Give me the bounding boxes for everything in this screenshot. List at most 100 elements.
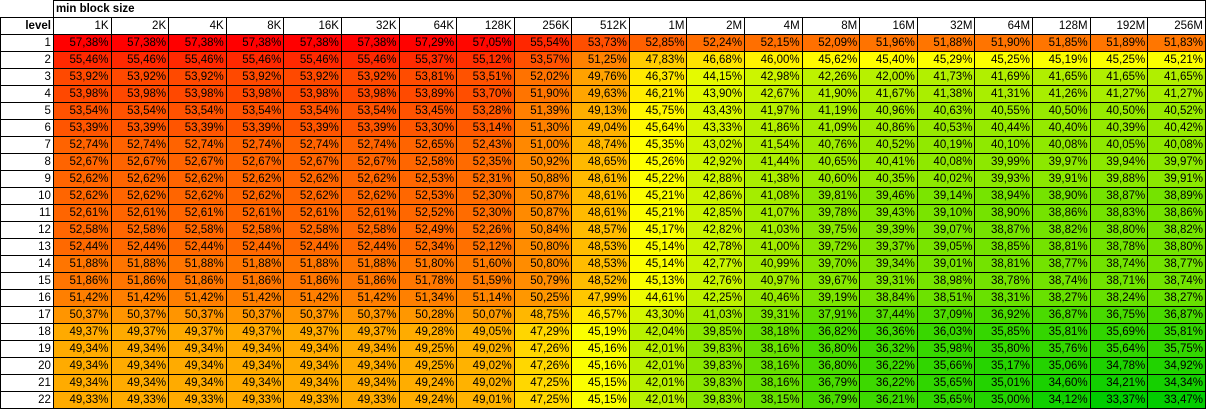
value-cell[interactable]: 42,82%	[686, 221, 746, 239]
value-cell[interactable]: 52,62%	[110, 187, 170, 205]
value-cell[interactable]: 52,67%	[283, 153, 342, 171]
value-cell[interactable]: 50,87%	[513, 204, 573, 222]
value-cell[interactable]: 45,35%	[628, 136, 688, 154]
value-cell[interactable]: 52,74%	[283, 136, 342, 154]
value-cell[interactable]: 52,61%	[225, 204, 285, 222]
value-cell[interactable]: 35,17%	[974, 357, 1034, 375]
value-cell[interactable]: 55,46%	[52, 51, 112, 69]
value-cell[interactable]: 40,08%	[916, 153, 976, 171]
value-cell[interactable]: 51,14%	[456, 289, 515, 307]
value-cell[interactable]: 49,34%	[168, 374, 227, 392]
value-cell[interactable]: 52,58%	[340, 221, 400, 239]
value-cell[interactable]: 42,67%	[744, 85, 803, 103]
value-cell[interactable]: 38,82%	[1147, 221, 1206, 239]
value-cell[interactable]: 49,34%	[225, 357, 285, 375]
value-cell[interactable]: 45,26%	[628, 153, 688, 171]
value-cell[interactable]: 50,28%	[398, 306, 458, 324]
value-cell[interactable]: 45,22%	[628, 170, 688, 188]
value-cell[interactable]: 38,81%	[1032, 238, 1091, 256]
value-cell[interactable]: 49,02%	[456, 357, 515, 375]
value-cell[interactable]: 49,34%	[110, 357, 170, 375]
value-cell[interactable]: 51,78%	[398, 272, 458, 290]
value-cell[interactable]: 36,80%	[801, 340, 861, 358]
value-cell[interactable]: 52,44%	[283, 238, 342, 256]
value-cell[interactable]: 41,86%	[744, 119, 803, 137]
value-cell[interactable]: 53,57%	[513, 51, 573, 69]
row-header-cell[interactable]: 20	[0, 357, 54, 375]
value-cell[interactable]: 38,89%	[1147, 187, 1206, 205]
value-cell[interactable]: 49,34%	[110, 374, 170, 392]
value-cell[interactable]: 49,34%	[340, 374, 400, 392]
value-cell[interactable]: 36,79%	[801, 374, 861, 392]
value-cell[interactable]: 47,25%	[513, 391, 573, 409]
value-cell[interactable]: 48,53%	[571, 238, 630, 256]
value-cell[interactable]: 48,75%	[513, 306, 573, 324]
value-cell[interactable]: 45,21%	[1147, 51, 1206, 69]
value-cell[interactable]: 36,36%	[859, 323, 918, 341]
value-cell[interactable]: 40,76%	[801, 136, 861, 154]
value-cell[interactable]: 40,35%	[859, 170, 918, 188]
column-header-cell[interactable]: 256K	[513, 17, 573, 35]
value-cell[interactable]: 52,44%	[52, 238, 112, 256]
value-cell[interactable]: 51,89%	[1089, 34, 1149, 52]
value-cell[interactable]: 52,44%	[340, 238, 400, 256]
value-cell[interactable]: 38,27%	[1032, 289, 1091, 307]
value-cell[interactable]: 51,42%	[110, 289, 170, 307]
value-cell[interactable]: 50,37%	[168, 306, 227, 324]
value-cell[interactable]: 41,90%	[801, 85, 861, 103]
value-cell[interactable]: 34,78%	[1089, 357, 1149, 375]
value-cell[interactable]: 53,70%	[456, 85, 515, 103]
value-cell[interactable]: 35,98%	[916, 340, 976, 358]
column-header-cell[interactable]: 4K	[168, 17, 227, 35]
value-cell[interactable]: 50,25%	[513, 289, 573, 307]
value-cell[interactable]: 42,01%	[628, 340, 688, 358]
value-cell[interactable]: 53,30%	[398, 119, 458, 137]
value-cell[interactable]: 35,80%	[974, 340, 1034, 358]
value-cell[interactable]: 38,87%	[1089, 187, 1149, 205]
column-header-cell[interactable]: 1K	[52, 17, 112, 35]
value-cell[interactable]: 45,19%	[1032, 51, 1091, 69]
value-cell[interactable]: 53,92%	[168, 68, 227, 86]
value-cell[interactable]: 41,27%	[1089, 85, 1149, 103]
value-cell[interactable]: 45,25%	[1089, 51, 1149, 69]
value-cell[interactable]: 52,62%	[283, 187, 342, 205]
value-cell[interactable]: 34,34%	[1147, 374, 1206, 392]
value-cell[interactable]: 33,47%	[1147, 391, 1206, 409]
value-cell[interactable]: 53,98%	[168, 85, 227, 103]
value-cell[interactable]: 35,00%	[974, 391, 1034, 409]
value-cell[interactable]: 51,88%	[283, 255, 342, 273]
row-header-cell[interactable]: 5	[0, 102, 54, 120]
value-cell[interactable]: 35,85%	[974, 323, 1034, 341]
column-header-cell[interactable]: 512K	[571, 17, 630, 35]
value-cell[interactable]: 55,46%	[283, 51, 342, 69]
value-cell[interactable]: 36,75%	[1089, 306, 1149, 324]
value-cell[interactable]: 40,10%	[974, 136, 1034, 154]
value-cell[interactable]: 41,07%	[744, 204, 803, 222]
value-cell[interactable]: 41,09%	[801, 119, 861, 137]
row-header-cell[interactable]: 18	[0, 323, 54, 341]
value-cell[interactable]: 38,85%	[974, 238, 1034, 256]
value-cell[interactable]: 49,34%	[168, 357, 227, 375]
value-cell[interactable]: 36,22%	[859, 357, 918, 375]
value-cell[interactable]: 49,34%	[110, 340, 170, 358]
value-cell[interactable]: 49,63%	[571, 85, 630, 103]
value-cell[interactable]: 40,08%	[1147, 136, 1206, 154]
value-cell[interactable]: 36,21%	[859, 391, 918, 409]
value-cell[interactable]: 38,24%	[1089, 289, 1149, 307]
value-cell[interactable]: 40,86%	[859, 119, 918, 137]
value-cell[interactable]: 52,02%	[513, 68, 573, 86]
value-cell[interactable]: 49,34%	[52, 374, 112, 392]
row-header-cell[interactable]: 10	[0, 187, 54, 205]
value-cell[interactable]: 42,01%	[628, 357, 688, 375]
value-cell[interactable]: 39,37%	[859, 238, 918, 256]
value-cell[interactable]: 53,54%	[168, 102, 227, 120]
value-cell[interactable]: 51,86%	[110, 272, 170, 290]
value-cell[interactable]: 57,29%	[398, 34, 458, 52]
value-cell[interactable]: 51,59%	[456, 272, 515, 290]
value-cell[interactable]: 43,90%	[686, 85, 746, 103]
value-cell[interactable]: 45,15%	[571, 391, 630, 409]
value-cell[interactable]: 49,34%	[283, 340, 342, 358]
value-cell[interactable]: 52,24%	[686, 34, 746, 52]
value-cell[interactable]: 39,14%	[916, 187, 976, 205]
row-header-cell[interactable]: 8	[0, 153, 54, 171]
